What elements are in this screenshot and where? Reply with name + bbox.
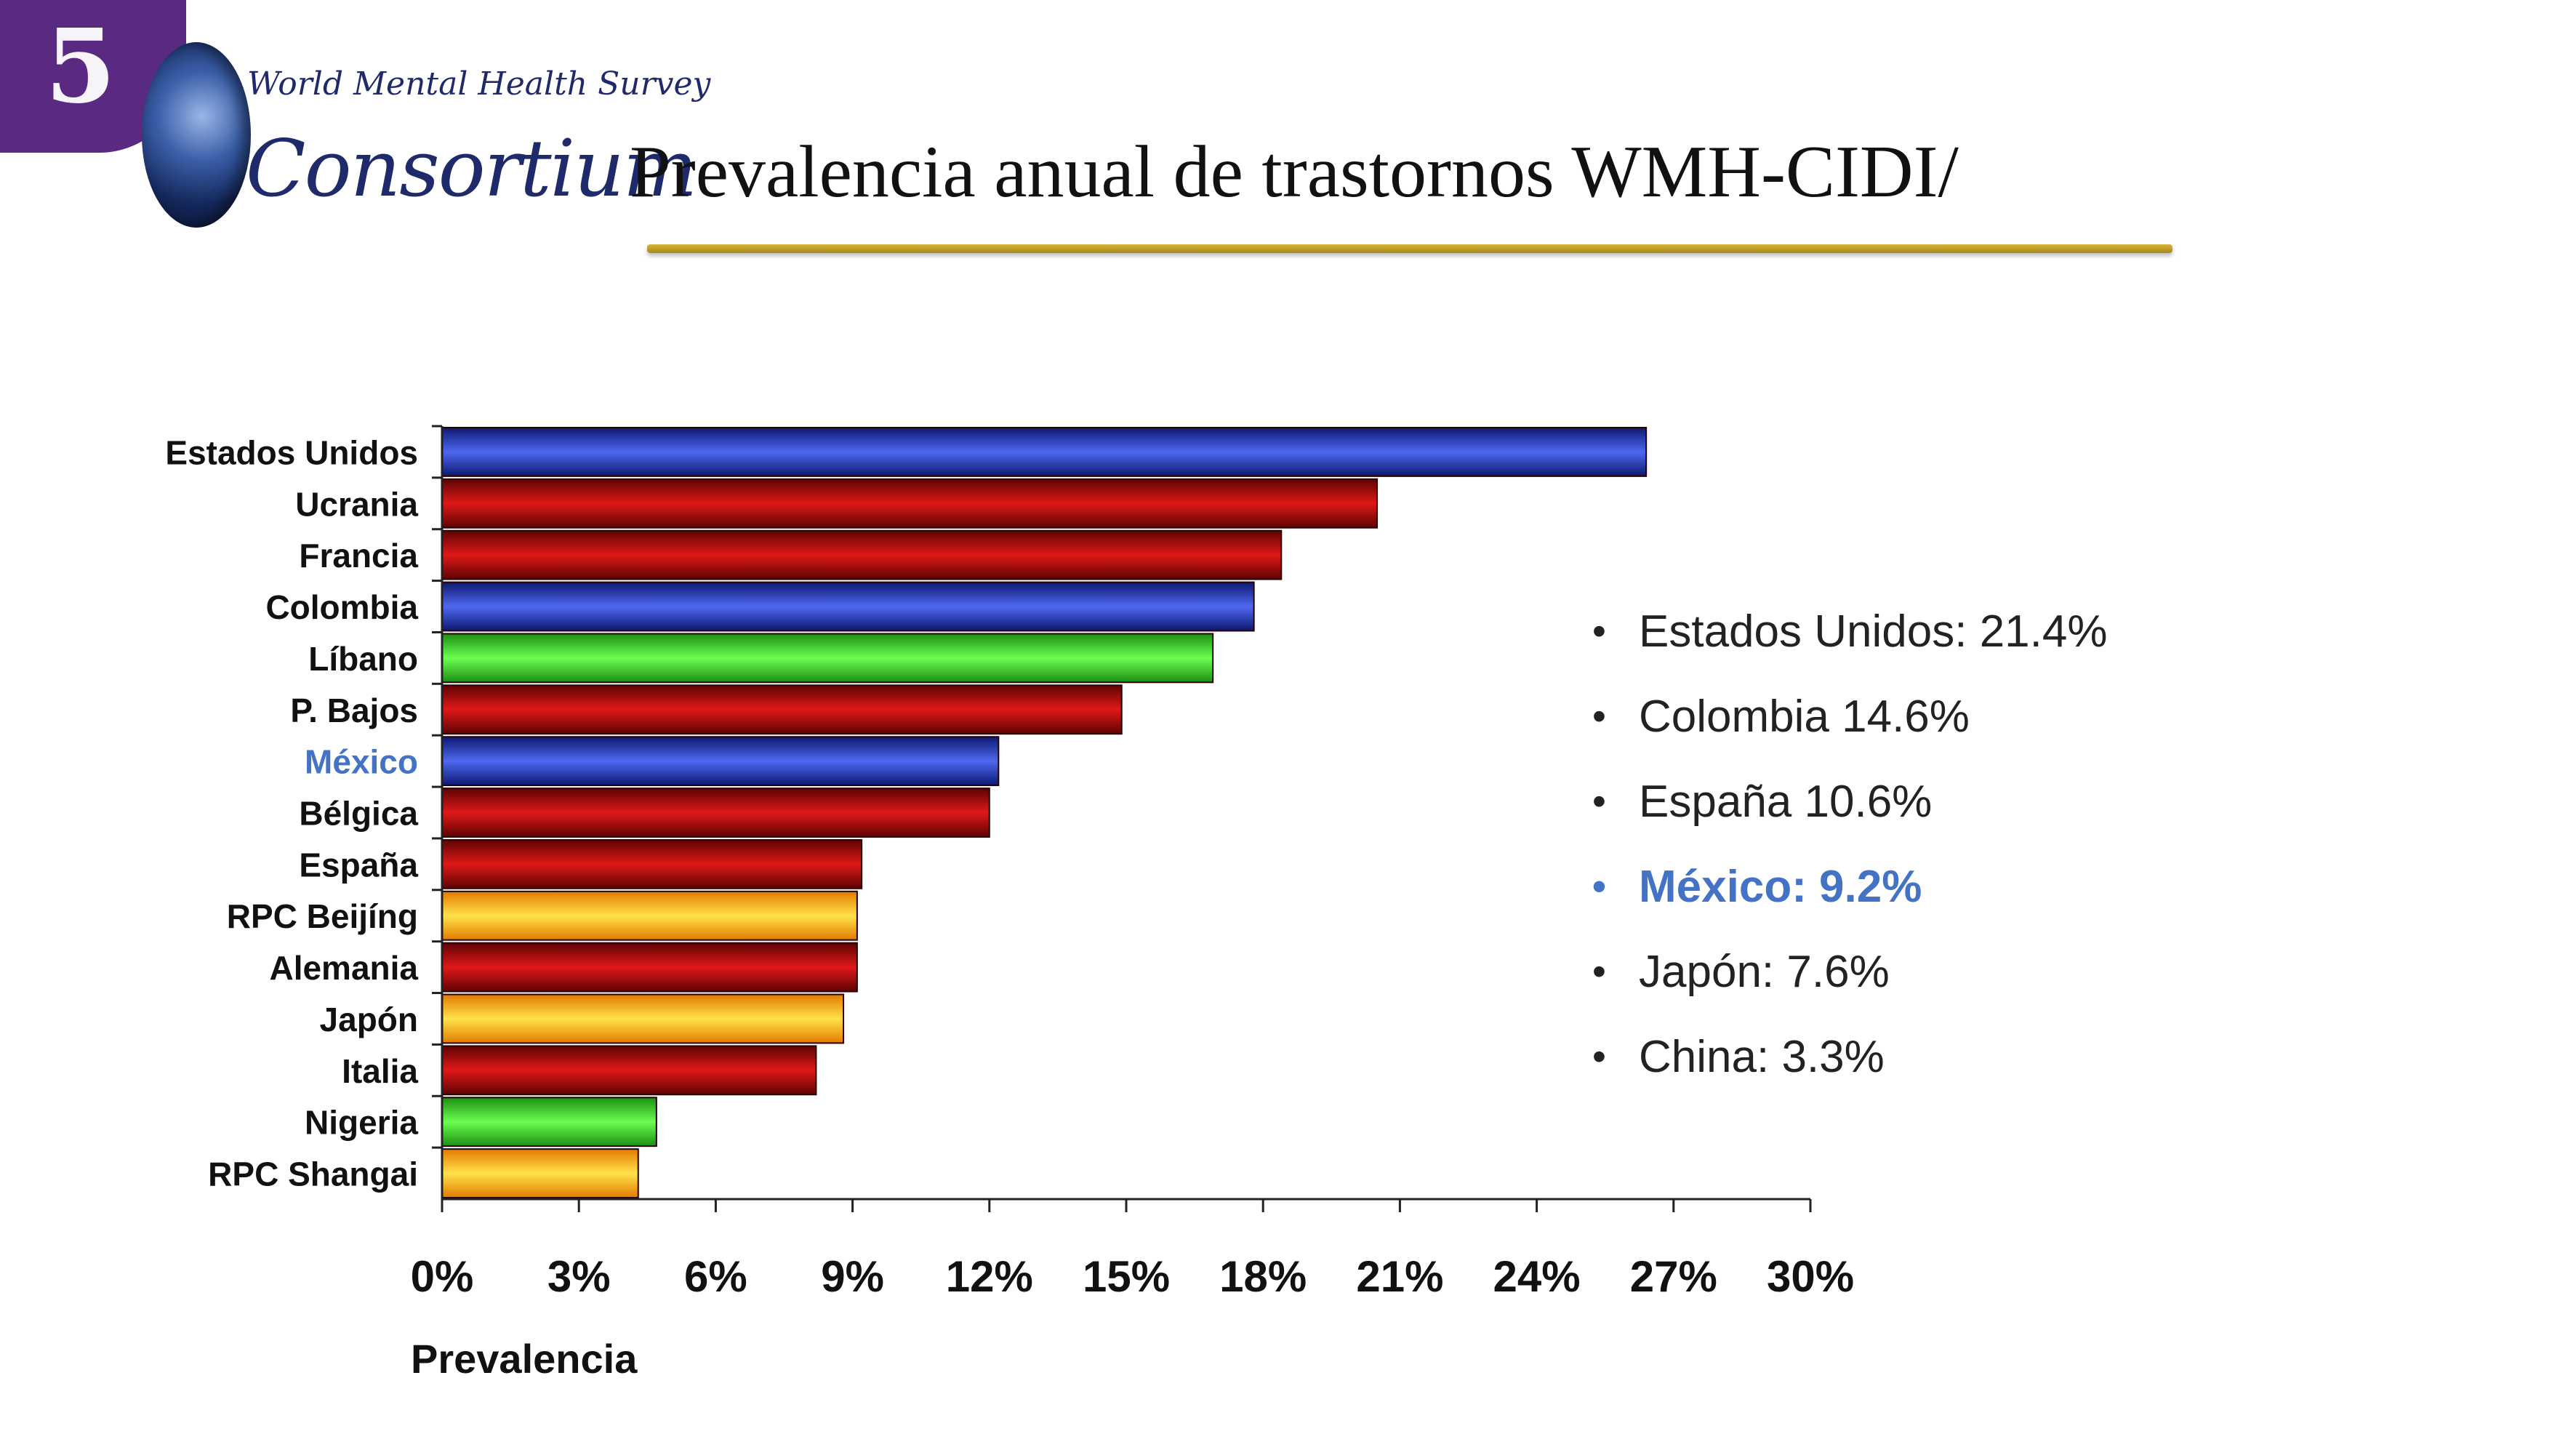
category-label: Ucrania	[295, 485, 418, 523]
brand-subtitle: World Mental Health Survey	[247, 65, 711, 103]
category-label: Líbano	[308, 640, 418, 678]
category-label: Bélgica	[299, 795, 418, 833]
summary-list: • Estados Unidos: 21.4% • Colombia 14.6% • Es…	[1578, 589, 2108, 1099]
bullet-icon: •	[1592, 780, 1606, 823]
bullet-icon: •	[1592, 694, 1606, 738]
x-tick-label: 9%	[821, 1252, 884, 1301]
bar-13	[441, 1045, 817, 1096]
bar-7	[441, 736, 1000, 787]
bar-5	[441, 633, 1214, 684]
summary-item: • España 10.6%	[1578, 759, 2108, 844]
category-label: Estados Unidos	[165, 433, 418, 471]
summary-item: • China: 3.3%	[1578, 1014, 2108, 1099]
bar-14	[441, 1097, 657, 1147]
category-label: Alemania	[269, 949, 418, 987]
x-tick-label: 30%	[1767, 1252, 1854, 1301]
summary-item-text: México: 9.2%	[1639, 862, 1922, 912]
globe-icon	[142, 42, 251, 228]
summary-item: • Estados Unidos: 21.4%	[1578, 589, 2108, 674]
x-tick-label: 12%	[946, 1252, 1033, 1301]
summary-item-text: España 10.6%	[1639, 777, 1933, 827]
bullet-icon: •	[1592, 609, 1606, 653]
x-tick-label: 18%	[1219, 1252, 1307, 1301]
summary-item-text: China: 3.3%	[1639, 1032, 1885, 1082]
x-tick-label: 3%	[547, 1252, 611, 1301]
x-tick-label: 0%	[411, 1252, 474, 1301]
category-label: Colombia	[265, 588, 418, 626]
bar-6	[441, 684, 1123, 735]
category-label: RPC Shangai	[208, 1155, 418, 1193]
category-label: Nigeria	[305, 1104, 418, 1142]
x-tick-label: 27%	[1630, 1252, 1717, 1301]
summary-item-text: Colombia 14.6%	[1639, 692, 1970, 742]
title-underline	[647, 244, 2172, 253]
summary-item: • Japón: 7.6%	[1578, 929, 2108, 1014]
category-label: España	[299, 846, 418, 884]
summary-item-text: Estados Unidos: 21.4%	[1639, 606, 2108, 657]
bar-4	[441, 581, 1255, 632]
bar-10	[441, 890, 858, 941]
x-tick-label: 6%	[684, 1252, 747, 1301]
brand-name: Consortium	[246, 124, 697, 215]
bar-3	[441, 529, 1283, 580]
page-title: Prevalencia anual de trastornos WMH-CIDI…	[630, 131, 1959, 213]
bar-12	[441, 993, 845, 1044]
x-tick-label: 24%	[1493, 1252, 1581, 1301]
category-label: Italia	[342, 1052, 418, 1090]
bar-15	[441, 1148, 639, 1198]
x-axis-title: Prevalencia	[411, 1336, 638, 1382]
category-label: Japón	[320, 1001, 418, 1038]
bar-8	[441, 788, 990, 838]
category-label: P. Bajos	[290, 692, 418, 729]
bar-11	[441, 942, 858, 993]
category-label: Francia	[299, 537, 418, 574]
bullet-icon: •	[1592, 1035, 1606, 1078]
summary-item-text: Japón: 7.6%	[1639, 947, 1890, 997]
summary-item: • Colombia 14.6%	[1578, 674, 2108, 759]
summary-item: • México: 9.2%	[1578, 844, 2108, 929]
bar-1	[441, 427, 1648, 477]
bar-9	[441, 838, 863, 889]
category-label: RPC Beijíng	[227, 897, 418, 935]
category-label: México	[305, 743, 418, 781]
bar-2	[441, 478, 1379, 529]
bullet-icon: •	[1592, 950, 1606, 993]
bullet-icon: •	[1592, 865, 1606, 908]
x-tick-label: 15%	[1083, 1252, 1170, 1301]
x-tick-label: 21%	[1356, 1252, 1443, 1301]
anniversary-logo-number: 5	[45, 7, 116, 127]
